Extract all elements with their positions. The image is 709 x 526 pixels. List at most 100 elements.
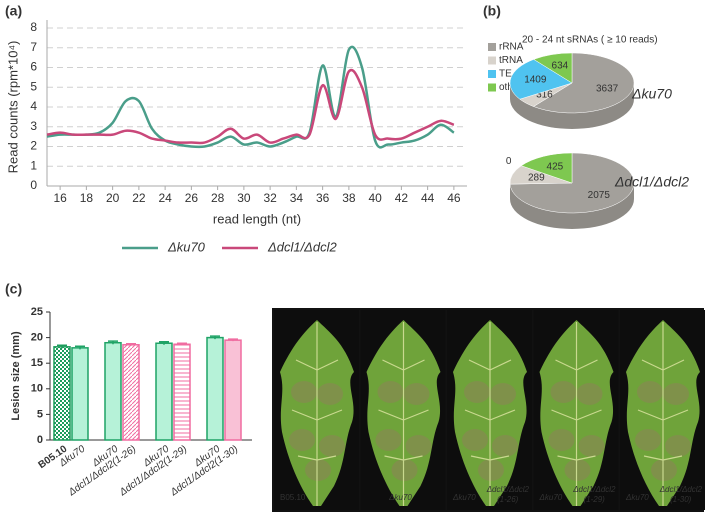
lesion bbox=[464, 381, 490, 403]
pie-slice bbox=[533, 52, 573, 84]
lesion bbox=[291, 381, 317, 403]
photo-label: Δdcl1/Δdcl2 bbox=[659, 485, 703, 494]
lesion bbox=[391, 459, 418, 481]
photo-label: Δku70 bbox=[625, 493, 649, 502]
lesion bbox=[492, 435, 518, 457]
error-bar bbox=[177, 342, 187, 346]
x-tick-label: 44 bbox=[421, 191, 435, 205]
slice-label: 316 bbox=[536, 90, 553, 101]
bar bbox=[53, 346, 71, 441]
pie-slice bbox=[532, 52, 635, 114]
slice-label: 1409 bbox=[524, 75, 547, 86]
lesion bbox=[665, 435, 691, 457]
x-tick-label: 18 bbox=[80, 191, 94, 205]
x-axis-label: read length (nt) bbox=[213, 211, 301, 226]
error-bar bbox=[159, 340, 169, 345]
x-tick-label: 26 bbox=[185, 191, 199, 205]
x-tick-label: 30 bbox=[237, 191, 251, 205]
lesion bbox=[635, 429, 661, 451]
error-bar bbox=[210, 335, 220, 340]
y-tick-label: 25 bbox=[31, 306, 43, 318]
lesion bbox=[305, 459, 331, 481]
y-axis-label: Read counts (rpm*10⁴) bbox=[5, 41, 20, 174]
photo-label: Δdcl1/Δdcl2 bbox=[486, 485, 530, 494]
legend-swatch bbox=[488, 83, 496, 92]
pie-slice bbox=[520, 152, 573, 184]
y-tick-label: 3 bbox=[30, 119, 37, 133]
lesion bbox=[564, 459, 591, 481]
x-tick-label: 36 bbox=[316, 191, 330, 205]
lesion bbox=[550, 381, 577, 403]
photo-label: (1-29) bbox=[584, 495, 606, 504]
leaf-vein bbox=[378, 322, 429, 506]
lesion bbox=[490, 383, 516, 405]
slice-label: 3637 bbox=[596, 84, 619, 95]
bar bbox=[122, 344, 140, 441]
leaf-vein bbox=[464, 322, 516, 506]
panel-label: (a) bbox=[5, 3, 22, 19]
lesion bbox=[637, 381, 663, 403]
leaf-vein bbox=[637, 322, 689, 506]
y-tick-label: 20 bbox=[31, 332, 43, 344]
y-tick-label: 6 bbox=[30, 60, 37, 74]
legend-label: tRNA bbox=[499, 55, 523, 66]
error-bar bbox=[228, 338, 238, 342]
x-tick-label: 42 bbox=[395, 191, 409, 205]
lesion bbox=[377, 381, 404, 403]
y-tick-label: 10 bbox=[31, 383, 43, 395]
slice-label: 2075 bbox=[588, 190, 611, 201]
leaf-photo bbox=[274, 310, 359, 510]
lesion bbox=[405, 435, 432, 457]
lesion bbox=[576, 383, 603, 405]
x-tick-label: 28 bbox=[211, 191, 225, 205]
y-tick-label: 2 bbox=[30, 139, 37, 153]
x-tick-label: 16 bbox=[53, 191, 67, 205]
y-tick-label: 7 bbox=[30, 40, 37, 54]
slice-label: 289 bbox=[528, 173, 545, 184]
error-bar bbox=[57, 344, 67, 349]
x-tick-label: 40 bbox=[368, 191, 382, 205]
photo-label: Δku70 bbox=[388, 493, 412, 502]
leaf-photo bbox=[620, 310, 705, 510]
error-bar bbox=[126, 342, 136, 346]
slice-label: 0 bbox=[506, 156, 512, 167]
slice-label: 634 bbox=[552, 61, 569, 72]
lesion bbox=[478, 459, 504, 481]
chart-title: 20 - 24 nt sRNAs ( ≥ 10 reads) bbox=[522, 35, 658, 46]
lesion bbox=[375, 429, 402, 451]
pie-side bbox=[510, 183, 634, 229]
x-tick-label: 22 bbox=[132, 191, 146, 205]
legend-swatch bbox=[488, 70, 496, 78]
leaf-vein bbox=[291, 322, 343, 506]
photo-label: Δku70 bbox=[539, 493, 563, 502]
photo-label: (1-30) bbox=[670, 495, 692, 504]
lesion bbox=[317, 383, 343, 405]
panel-label: (b) bbox=[483, 3, 501, 19]
y-tick-label: 0 bbox=[30, 178, 37, 192]
y-tick-label: 8 bbox=[30, 20, 37, 34]
legend-swatch bbox=[488, 43, 496, 51]
bar bbox=[173, 343, 191, 441]
x-tick-label: 34 bbox=[290, 191, 304, 205]
y-tick-label: 0 bbox=[37, 434, 43, 446]
photo-label: Δku70 bbox=[452, 493, 476, 502]
x-tick-label: 20 bbox=[106, 191, 120, 205]
panel-label: (c) bbox=[5, 281, 22, 297]
x-tick-label: 32 bbox=[263, 191, 277, 205]
pie-side bbox=[510, 83, 634, 129]
data-line bbox=[46, 45, 455, 149]
bar bbox=[71, 347, 89, 441]
lesion bbox=[462, 429, 488, 451]
pie-slice bbox=[509, 59, 573, 100]
legend-label: Δdcl1/Δdcl2 bbox=[267, 239, 338, 254]
lesion bbox=[319, 435, 345, 457]
x-tick-label: 24 bbox=[158, 191, 172, 205]
y-tick-label: 15 bbox=[31, 357, 43, 369]
photo-label: (1-26) bbox=[497, 495, 519, 504]
x-tick-label: 46 bbox=[447, 191, 461, 205]
bar bbox=[224, 339, 242, 441]
pie-name: Δdcl1/Δdcl2 bbox=[614, 174, 689, 190]
lesion bbox=[663, 383, 689, 405]
leaf-photo bbox=[533, 310, 619, 510]
pie-name: Δku70 bbox=[631, 86, 672, 102]
